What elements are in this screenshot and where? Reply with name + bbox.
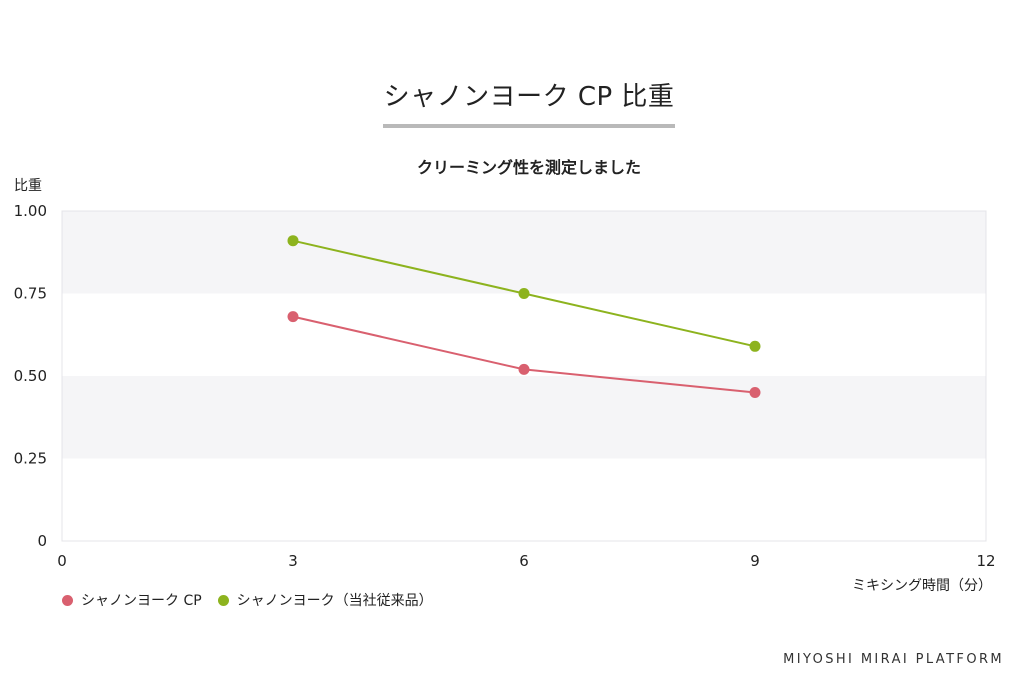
chart-title: クリーミング性を測定しました	[416, 158, 641, 177]
grid-band	[62, 458, 986, 541]
chart-legend: シャノンヨーク CP シャノンヨーク（当社従来品）	[62, 590, 449, 610]
grid-band	[62, 376, 986, 459]
x-tick-label: 12	[976, 552, 995, 570]
x-tick-label: 3	[288, 552, 298, 570]
y-tick-label: 0.75	[14, 285, 47, 303]
y-tick-label: 0	[37, 532, 47, 550]
series-point-0	[518, 363, 530, 375]
plot-border	[61, 210, 987, 542]
y-tick-label: 0.50	[14, 367, 47, 385]
page-title: シャノンヨーク CP 比重	[383, 82, 675, 112]
legend-marker-conventional	[217, 594, 229, 606]
x-axis-label: ミキシング時間（分）	[852, 578, 992, 594]
y-axis-label: 比重	[14, 178, 42, 194]
legend-item-conventional: シャノンヨーク（当社従来品）	[217, 590, 433, 610]
series-point-1	[749, 340, 761, 352]
y-tick-label: 0.25	[14, 450, 47, 468]
x-tick-label: 9	[750, 552, 760, 570]
legend-item-cp: シャノンヨーク CP	[62, 590, 202, 610]
grid-band	[62, 211, 986, 294]
y-tick-label: 1.00	[14, 202, 47, 220]
title-underline	[383, 124, 675, 128]
x-tick-label: 6	[519, 552, 529, 570]
series-point-1	[518, 288, 530, 299]
legend-label-conventional: シャノンヨーク（当社従来品）	[236, 593, 433, 609]
series-point-1	[287, 235, 299, 247]
series-point-0	[287, 311, 299, 323]
brand-logo-text: MIYOSHI MIRAI PLATFORM	[783, 652, 1004, 667]
series-point-0	[749, 387, 761, 398]
legend-label-cp: シャノンヨーク CP	[81, 593, 202, 609]
grid-band	[62, 293, 986, 376]
x-tick-label: 0	[57, 552, 67, 570]
legend-marker-cp	[62, 594, 73, 606]
